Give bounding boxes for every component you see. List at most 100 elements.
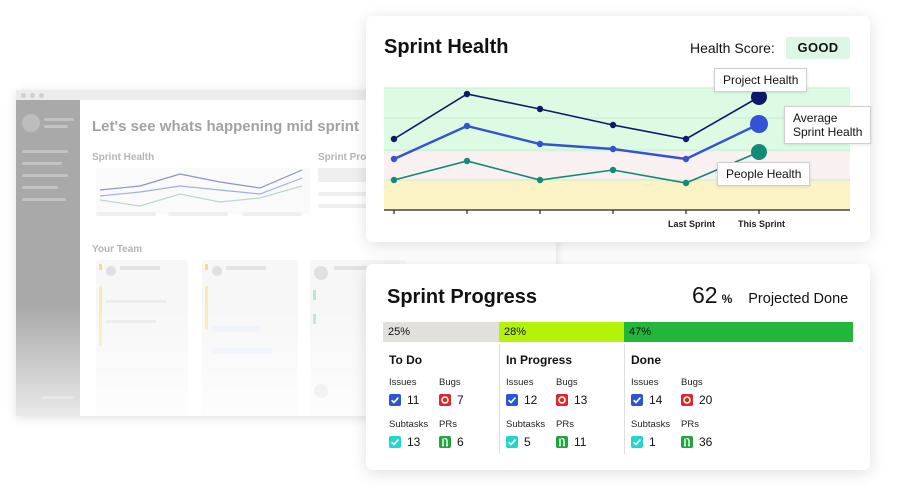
bug-icon [681, 394, 693, 406]
window-dot-icon [30, 92, 35, 98]
legend-project-health: Project Health [714, 68, 808, 92]
progress-bar-in-progress: 28% [499, 322, 624, 342]
project-health-point [536, 105, 544, 113]
background-bar [318, 204, 374, 208]
people-health-point [536, 176, 544, 184]
column-done: Done Issues 14 Bugs 20 Subtasks 1 PRs 36 [624, 344, 853, 454]
background-bar [318, 192, 378, 196]
projected-done-unit: % [721, 292, 733, 306]
project-health-point [682, 135, 690, 143]
average-sprint-health-point [682, 155, 690, 163]
sprint-progress-card: Sprint Progress 62 % Projected Done 25% … [366, 264, 870, 470]
x-tick-last-sprint: Last Sprint [668, 219, 716, 229]
sidebar-line [22, 198, 66, 201]
background-bar [168, 212, 228, 216]
background-health-label: Sprint Health [92, 152, 155, 163]
metric-label: PRs [681, 419, 699, 430]
metric-value: 14 [649, 393, 663, 407]
metric-value: 12 [524, 393, 538, 407]
legend-people-health: People Health [717, 162, 811, 186]
column-title: In Progress [506, 353, 573, 367]
average-sprint-health-point [390, 155, 398, 163]
people-health-point [609, 166, 617, 174]
sidebar-line [22, 162, 62, 165]
legend-project-health-label: Project Health [723, 73, 799, 87]
background-bar [96, 212, 156, 216]
metric-issues: Issues 12 [506, 377, 566, 407]
metric-prs: PRs 6 [439, 419, 499, 449]
metric-value: 13 [574, 393, 588, 407]
metric-subtasks: Subtasks 1 [631, 419, 691, 449]
metric-subtasks: Subtasks 5 [506, 419, 566, 449]
metric-value: 20 [699, 393, 713, 407]
sidebar-line [22, 174, 68, 177]
legend-average-sprint-health: Average Sprint Health [784, 106, 872, 144]
metric-value: 11 [574, 435, 587, 449]
background-bar [242, 212, 302, 216]
sidebar-line [22, 186, 58, 189]
people-health-point [751, 144, 767, 160]
legend-people-health-label: People Health [726, 167, 802, 181]
average-sprint-health-point [609, 145, 617, 153]
projected-done-label: Projected Done [748, 291, 849, 307]
health-score-label: Health Score: [690, 40, 775, 56]
metric-issues: Issues 14 [631, 377, 691, 407]
sprint-progress-title: Sprint Progress [387, 286, 538, 308]
project-health-point [609, 121, 617, 129]
legend-average-line2: Sprint Health [793, 125, 863, 139]
sidebar-line [44, 118, 74, 121]
people-health-line [393, 151, 760, 184]
background-mini-chart [96, 168, 310, 214]
metric-label: Issues [389, 377, 417, 388]
people-health-point [682, 179, 690, 187]
subtask-check-icon [506, 436, 518, 448]
metric-value: 7 [457, 393, 464, 407]
sprint-health-title: Sprint Health [384, 36, 509, 58]
metric-bugs: Bugs 7 [439, 377, 499, 407]
pull-request-icon [556, 436, 568, 448]
average-sprint-health-point [463, 122, 471, 130]
checkbox-icon [631, 394, 643, 406]
average-sprint-health-point [750, 115, 768, 133]
column-title: To Do [389, 353, 423, 367]
metric-label: Subtasks [506, 419, 546, 430]
projected-done: 62 % Projected Done [692, 282, 848, 309]
metric-prs: PRs 11 [556, 419, 616, 449]
average-sprint-health-point [536, 140, 544, 148]
metric-label: Subtasks [389, 419, 429, 430]
metric-label: Issues [506, 377, 534, 388]
health-score-badge: GOOD [786, 37, 850, 59]
metric-label: Bugs [439, 377, 461, 388]
metric-value: 5 [524, 435, 531, 449]
project-health-point [390, 135, 398, 143]
checkbox-icon [389, 394, 401, 406]
metric-prs: PRs 36 [681, 419, 741, 449]
subtask-check-icon [631, 436, 643, 448]
people-health-point [463, 157, 471, 165]
projected-done-value: 62 [692, 282, 718, 308]
metric-value: 6 [457, 435, 464, 449]
metric-value: 1 [649, 435, 656, 449]
progress-bar-done: 47% [624, 322, 853, 342]
column-in-progress: In Progress Issues 12 Bugs 13 Subtasks 5… [499, 344, 624, 454]
metric-bugs: Bugs 13 [556, 377, 616, 407]
average-sprint-health-line [393, 122, 760, 161]
project-health-point [751, 89, 767, 105]
bug-icon [439, 394, 451, 406]
window-dot-icon [39, 92, 44, 98]
subtask-check-icon [389, 436, 401, 448]
project-health-point [463, 90, 471, 98]
metric-label: Bugs [681, 377, 703, 388]
column-todo: To Do Issues 11 Bugs 7 Subtasks 13 PRs 6 [383, 344, 499, 454]
background-heading: Let's see whats happening mid sprint [92, 118, 359, 135]
people-health-point [390, 176, 398, 184]
avatar [22, 114, 40, 132]
sprint-health-card: Sprint Health Health Score: GOOD Project… [366, 16, 872, 242]
checkbox-icon [506, 394, 518, 406]
metric-label: Issues [631, 377, 659, 388]
metric-value: 13 [407, 435, 421, 449]
metric-subtasks: Subtasks 13 [389, 419, 449, 449]
metric-issues: Issues 11 [389, 377, 449, 407]
x-tick-this-sprint: This Sprint [738, 219, 785, 229]
legend-average-line1: Average [793, 111, 838, 125]
